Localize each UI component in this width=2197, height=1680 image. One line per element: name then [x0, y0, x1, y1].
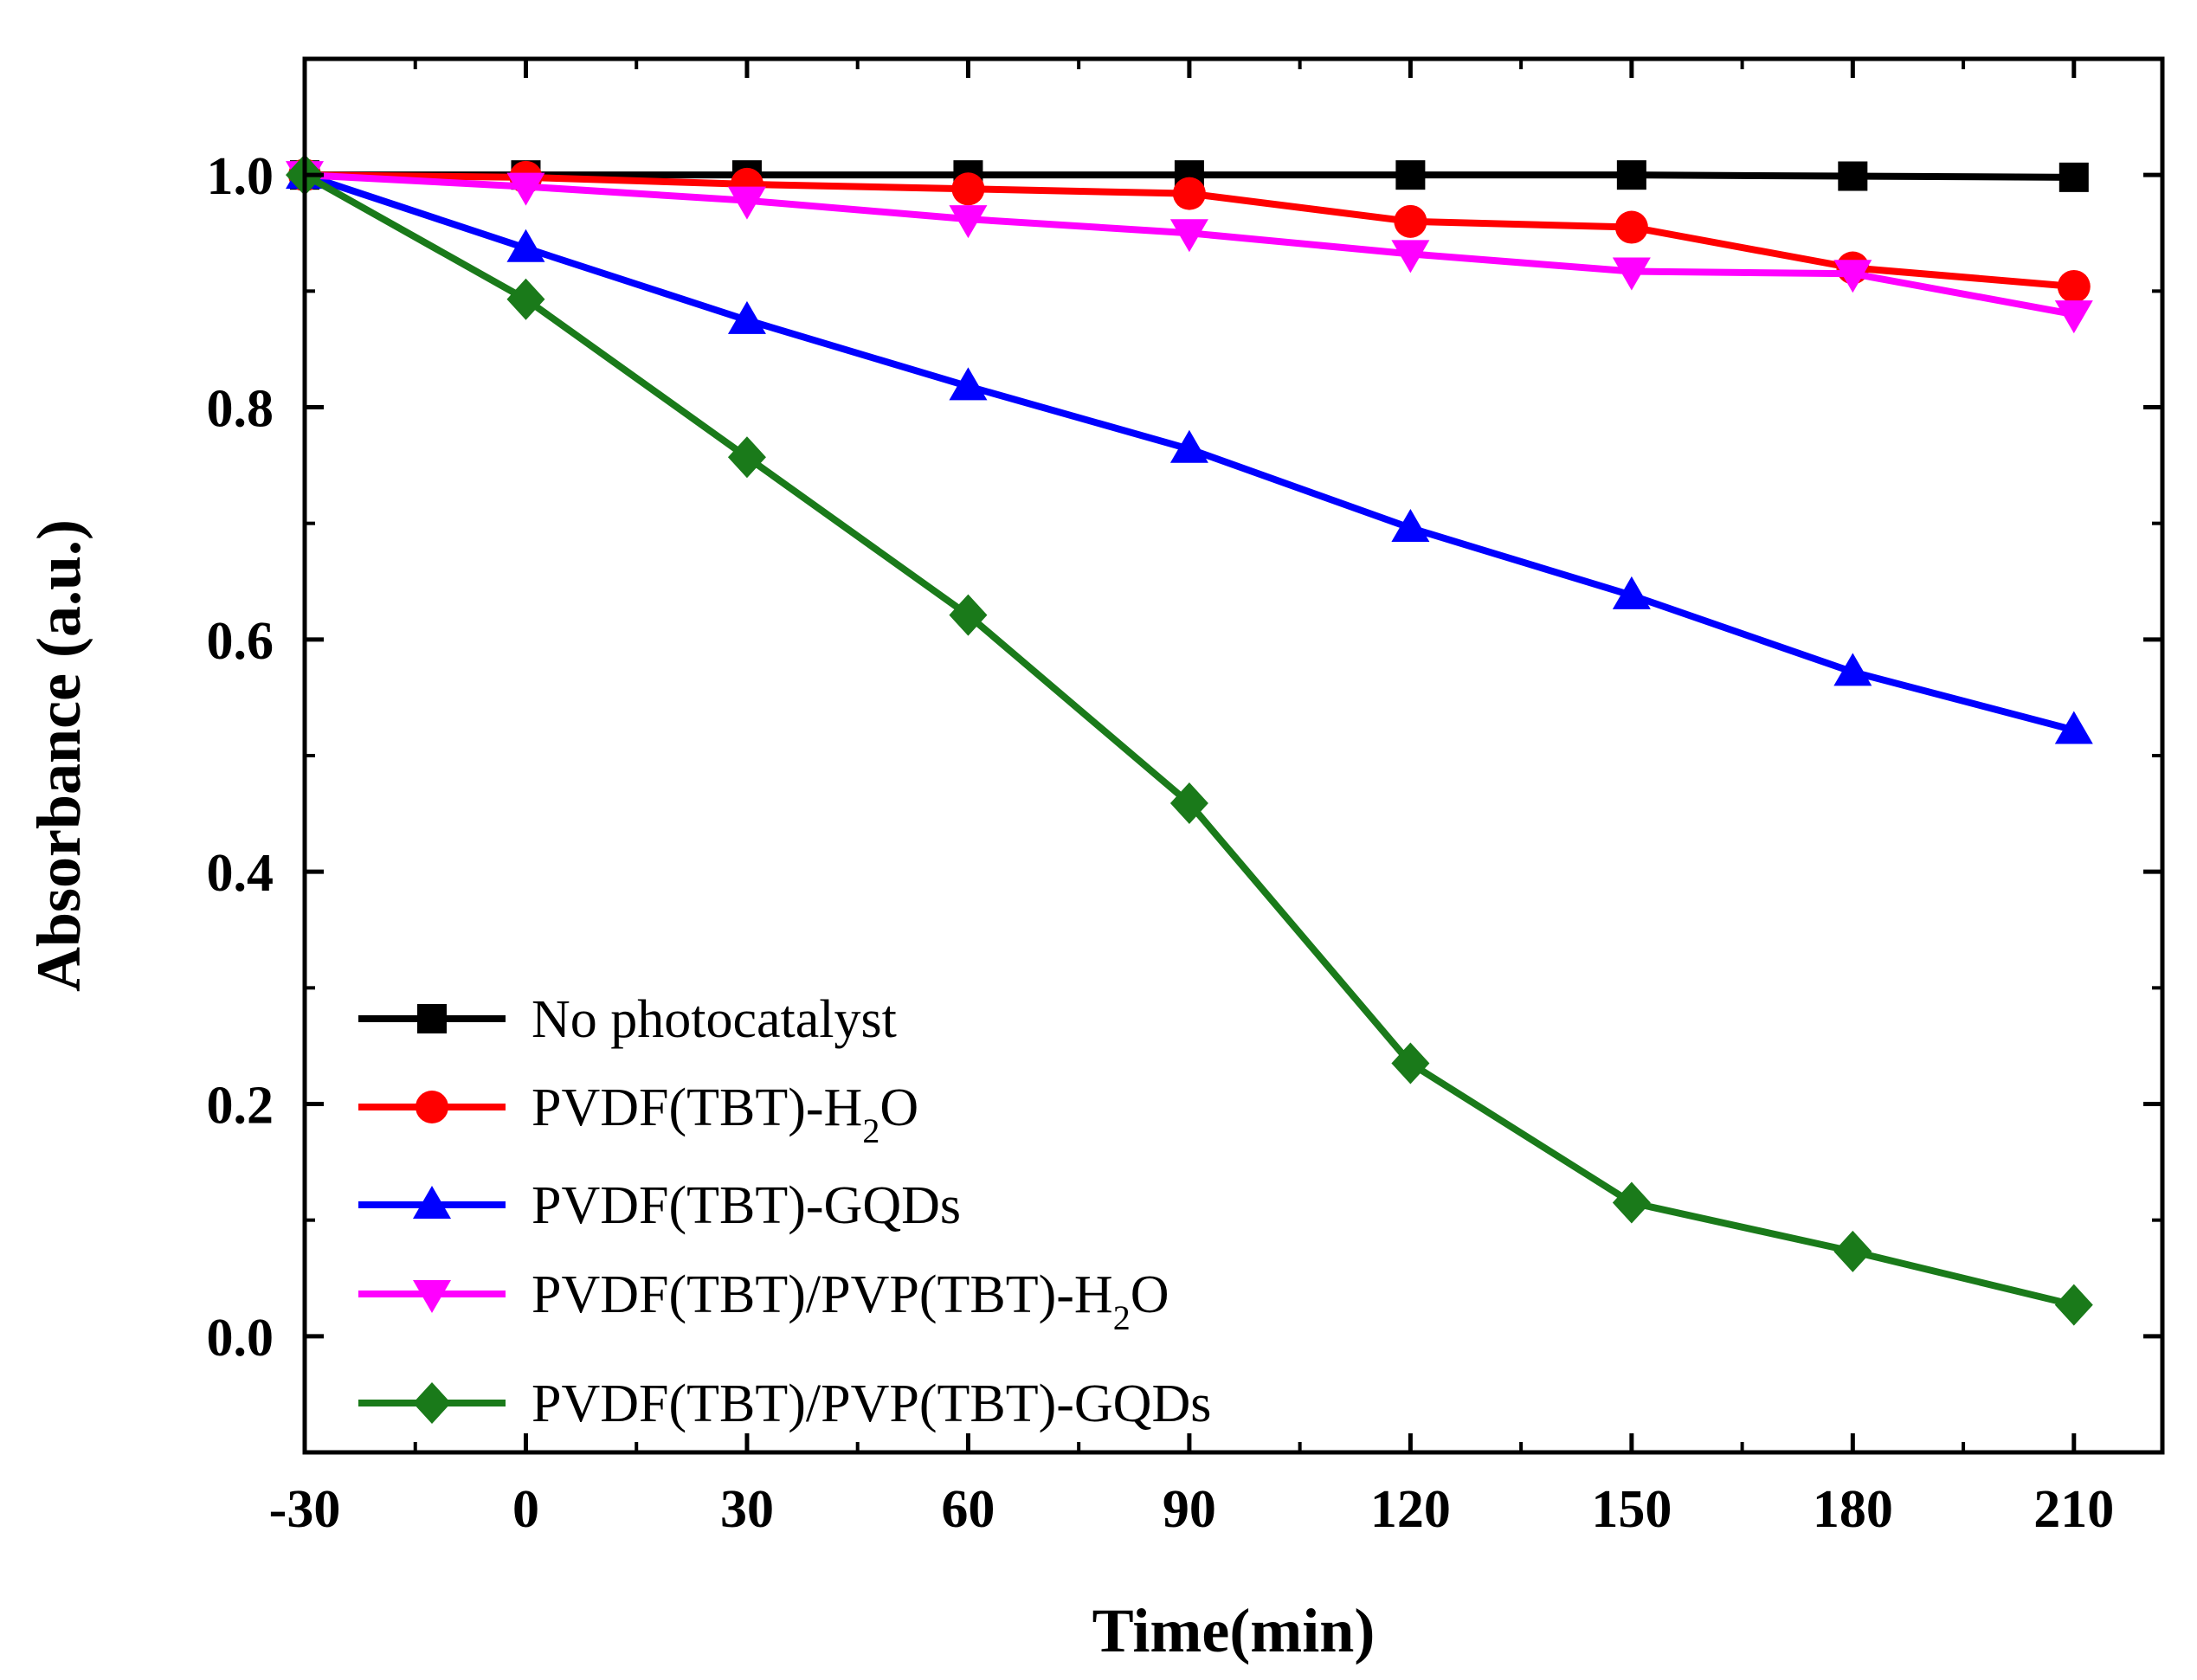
data-point-marker [949, 205, 988, 239]
legend-item: PVDF(TBT)-GQDs [358, 1176, 961, 1235]
data-point-marker [1616, 160, 1646, 190]
x-tick-label: 90 [1163, 1480, 1216, 1539]
y-tick-label: 0.6 [207, 612, 274, 671]
legend: No photocatalyst PVDF(TBT)-H2O PVDF(TBT)-G… [358, 990, 1211, 1433]
legend-marker [416, 1091, 448, 1123]
y-tick-label: 1.0 [207, 147, 274, 206]
data-point-marker [1394, 204, 1427, 238]
data-point-marker [1612, 257, 1651, 291]
data-point-marker [1612, 576, 1651, 609]
x-tick-label: 0 [512, 1480, 539, 1539]
legend-marker [413, 1280, 451, 1313]
legend-item: No photocatalyst [358, 990, 897, 1049]
data-point-marker [727, 186, 766, 220]
data-point-marker [2054, 711, 2093, 744]
data-point-marker [1391, 509, 1430, 543]
data-point-marker [727, 436, 766, 479]
y-axis-title: Absorbance (a.u.) [24, 519, 93, 992]
data-point-marker [1391, 240, 1430, 274]
data-point-marker [949, 594, 988, 636]
x-tick-label: 180 [1813, 1480, 1893, 1539]
legend-marker [413, 1382, 451, 1424]
data-point-marker [2054, 1284, 2093, 1326]
data-point-marker [1614, 210, 1648, 244]
data-point-marker [1169, 429, 1208, 463]
y-tick-label: 0.8 [207, 380, 274, 439]
legend-label: PVDF(TBT)-H2O [532, 1078, 918, 1150]
x-tick-label: 60 [941, 1480, 995, 1539]
x-tick-label: 150 [1591, 1480, 1672, 1539]
data-point-marker [1833, 1230, 1872, 1272]
data-point-marker [1395, 160, 1426, 190]
data-point-marker [506, 172, 545, 206]
y-tick-label: 0.2 [207, 1077, 274, 1136]
data-point-marker [506, 229, 545, 262]
series-layer [286, 154, 2093, 1326]
legend-item: PVDF(TBT)/PVP(TBT)-GQDs [358, 1374, 1211, 1433]
data-point-marker [1838, 161, 1868, 191]
data-point-marker [951, 172, 985, 206]
data-point-marker [1391, 1042, 1430, 1085]
data-point-marker [1172, 177, 1206, 210]
x-tick-label: 30 [720, 1480, 774, 1539]
y-axis-ticks: 0.0 0.2 0.4 0.6 0.8 1.0 [207, 57, 2162, 1454]
y-tick-label: 0.4 [207, 844, 274, 903]
data-point-marker [1169, 219, 1208, 253]
legend-label: PVDF(TBT)-GQDs [532, 1176, 961, 1235]
x-tick-label: -30 [269, 1480, 341, 1539]
legend-marker [417, 1004, 447, 1033]
legend-item: PVDF(TBT)/PVP(TBT)-H2O [358, 1265, 1169, 1337]
series-3 [286, 161, 2093, 334]
data-point-marker [727, 300, 766, 334]
data-point-marker [949, 367, 988, 401]
data-point-marker [506, 278, 545, 320]
data-point-marker [1833, 260, 1872, 293]
data-point-marker [2057, 269, 2091, 303]
data-point-marker [1612, 1181, 1651, 1224]
legend-marker [413, 1186, 451, 1219]
legend-label: PVDF(TBT)/PVP(TBT)-H2O [532, 1265, 1169, 1337]
legend-item: PVDF(TBT)-H2O [358, 1078, 918, 1150]
y-tick-label: 0.0 [207, 1309, 274, 1368]
x-tick-label: 210 [2033, 1480, 2114, 1539]
data-point-marker [1833, 653, 1872, 686]
x-tick-label: 120 [1370, 1480, 1451, 1539]
legend-label: PVDF(TBT)/PVP(TBT)-GQDs [532, 1374, 1211, 1433]
data-point-marker [1169, 782, 1208, 825]
x-axis-title: Time(min) [1092, 1596, 1376, 1665]
data-point-marker [2054, 300, 2093, 334]
legend-label: No photocatalyst [532, 990, 897, 1049]
x-axis-ticks: -30 0 30 60 90 120 150 180 210 [269, 59, 2114, 1539]
data-point-marker [2058, 162, 2089, 192]
series-4 [286, 154, 2093, 1326]
